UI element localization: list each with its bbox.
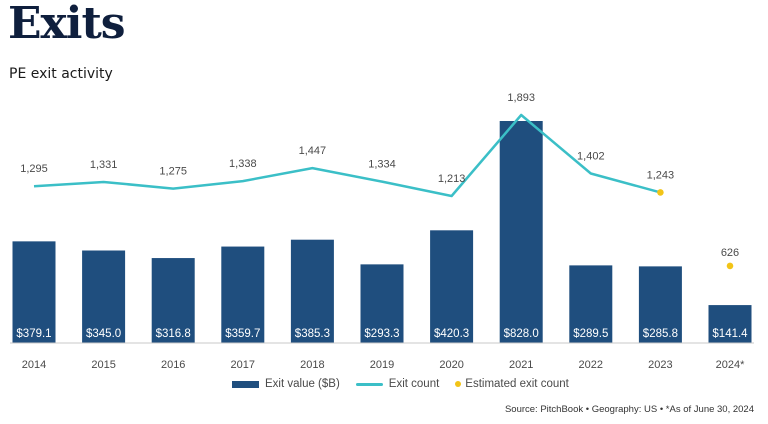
- bar-exit-value: [499, 121, 543, 343]
- bar-value-label: $289.5: [573, 328, 608, 340]
- legend-swatch-line: [355, 382, 383, 386]
- exit-count-label: 1,447: [299, 145, 327, 157]
- legend-swatch-bar: [232, 380, 259, 388]
- exit-count-label: 1,334: [368, 159, 396, 171]
- bar-exit-value: [430, 230, 474, 343]
- exit-count-label: 1,331: [90, 159, 118, 171]
- estimated-exit-count-point: [726, 262, 734, 270]
- estimated-exit-count-label: 626: [721, 247, 739, 259]
- bar-value-label: $141.4: [712, 328, 748, 340]
- chart-legend: Exit value ($B) Exit count Estimated exi…: [232, 378, 585, 390]
- bar-exit-value: [221, 246, 265, 343]
- bar-value-label: $359.7: [225, 328, 260, 340]
- legend-label: Estimated exit count: [465, 378, 569, 390]
- x-tick-label: 2023: [648, 359, 672, 371]
- bar-exit-value: [290, 239, 334, 343]
- legend-label: Exit count: [388, 378, 440, 390]
- bar-exit-value: [708, 305, 752, 343]
- page-title: Exits: [8, 0, 126, 49]
- exit-count-line: [33, 113, 661, 198]
- bar-exit-value: [638, 266, 682, 343]
- x-tick-label: 2024*: [716, 359, 745, 371]
- x-tick-label: 2021: [509, 359, 533, 371]
- bar-value-label: $285.8: [643, 328, 678, 340]
- estimated-exit-count-point: [657, 189, 664, 196]
- bar-value-label: $293.3: [364, 328, 399, 340]
- legend-item-exit-count: Exit count: [355, 378, 440, 390]
- legend-item-estimated-exit-count: Estimated exit count: [455, 378, 569, 390]
- exit-count-label: 1,338: [229, 158, 257, 170]
- x-tick-label: 2020: [439, 359, 463, 371]
- x-tick-label: 2015: [91, 359, 115, 371]
- bar-exit-value: [151, 258, 195, 343]
- source-note: Source: PitchBook • Geography: US • *As …: [504, 404, 754, 415]
- bar-value-label: $345.0: [86, 328, 121, 340]
- chart-subtitle: PE exit activity: [9, 66, 113, 82]
- bar-value-label: $379.1: [16, 328, 51, 340]
- x-tick-label: 2022: [579, 359, 603, 371]
- legend-label: Exit value ($B): [265, 378, 340, 390]
- bar-exit-value: [360, 264, 404, 343]
- x-tick-label: 2018: [300, 359, 324, 371]
- bar-value-label: $385.3: [295, 328, 330, 340]
- bar-exit-value: [12, 241, 56, 343]
- bar-value-label: $316.8: [156, 328, 191, 340]
- exit-count-label: 1,275: [159, 166, 187, 178]
- bar-exit-value: [82, 250, 126, 343]
- bar-exit-value: [569, 265, 613, 343]
- exit-count-label: 1,402: [577, 150, 605, 162]
- x-tick-label: 2019: [370, 359, 394, 371]
- exit-count-label: 1,243: [647, 169, 675, 181]
- legend-item-exit-value: Exit value ($B): [232, 378, 340, 390]
- exit-count-label: 1,295: [20, 163, 48, 175]
- bar-value-label: $420.3: [434, 328, 469, 340]
- bar-value-label: $828.0: [504, 328, 539, 340]
- exit-count-label: 1,893: [507, 92, 535, 104]
- x-tick-label: 2016: [161, 359, 185, 371]
- x-tick-label: 2014: [22, 359, 46, 371]
- x-tick-label: 2017: [231, 359, 255, 371]
- legend-swatch-dot: [455, 381, 462, 387]
- exit-count-label: 1,213: [438, 173, 466, 185]
